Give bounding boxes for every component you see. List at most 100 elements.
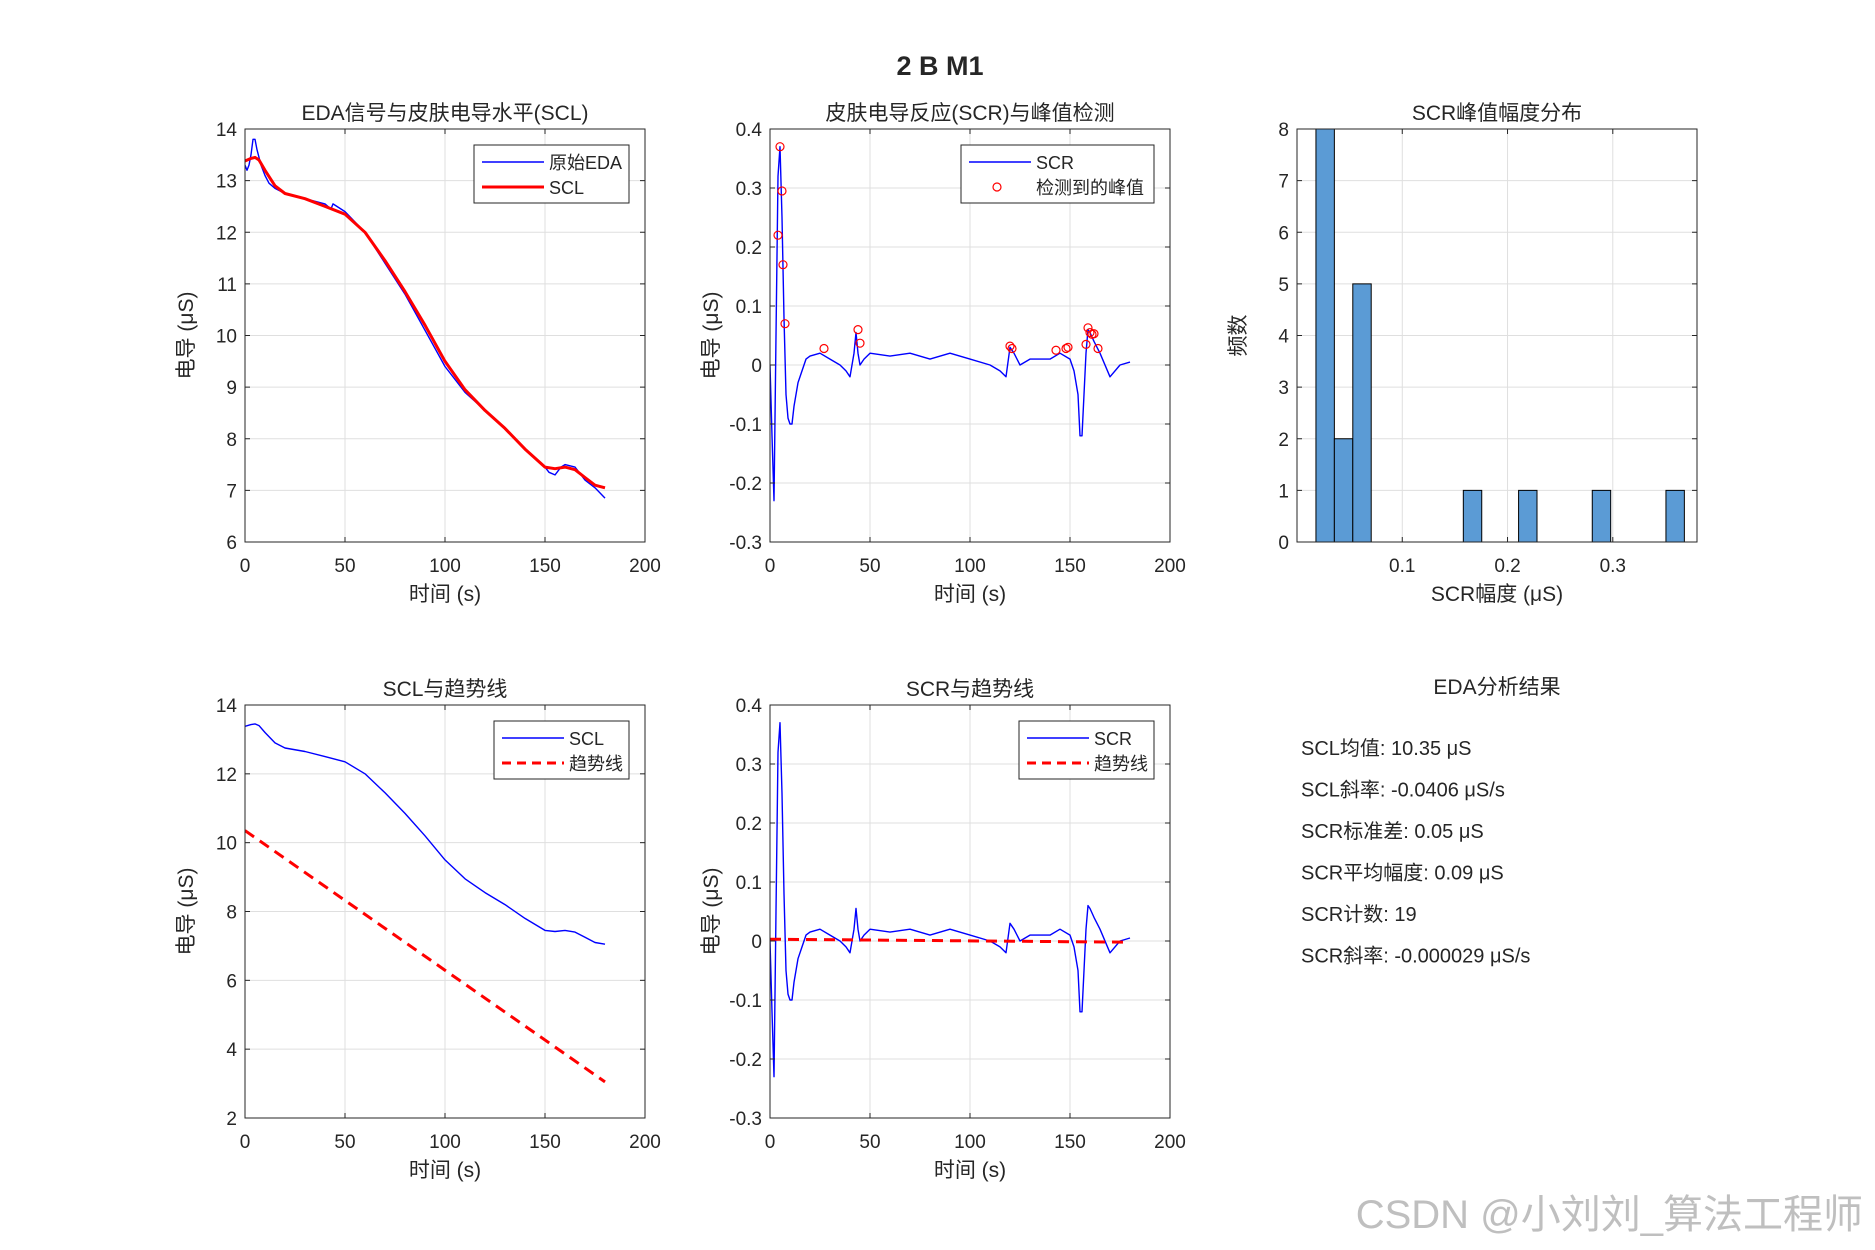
peak-marker (778, 260, 788, 270)
y-tick-label: 11 (217, 275, 237, 296)
y-tick-label: -0.1 (729, 415, 762, 436)
peak-marker (1007, 343, 1017, 354)
x-tick-label: 0.2 (1494, 556, 1520, 577)
series-line-1 (245, 155, 606, 490)
y-tick-label: 14 (216, 696, 238, 717)
y-tick-label: 0.1 (736, 873, 762, 894)
y-tick-label: 14 (216, 120, 238, 141)
x-axis-label: 时间 (s) (409, 583, 481, 606)
x-axis-label: 时间 (s) (934, 583, 1006, 606)
y-tick-label: 8 (226, 903, 237, 924)
x-tick-label: 200 (1154, 1132, 1186, 1153)
chart-title: SCR峰值幅度分布 (1412, 102, 1582, 125)
legend-label: 趋势线 (1094, 754, 1148, 774)
peak-marker (773, 230, 783, 240)
legend: 原始EDA SCL (473, 144, 630, 204)
histogram-bar (1665, 489, 1685, 543)
y-tick-label: 6 (1278, 223, 1289, 244)
peak-marker (853, 325, 863, 335)
y-axis-label: 电导 (μS) (700, 868, 723, 956)
y-tick-label: 8 (226, 430, 237, 451)
peak-marker (1093, 343, 1103, 354)
legend-marker (992, 182, 1002, 192)
x-tick-label: 0 (240, 1132, 251, 1153)
x-axis-label: 时间 (s) (934, 1159, 1006, 1182)
legend-label: SCL (569, 729, 604, 749)
histogram-bar (1462, 489, 1483, 543)
legend-label: SCR (1094, 729, 1132, 749)
x-tick-label: 0 (765, 1132, 776, 1153)
y-tick-label: 3 (1278, 378, 1289, 399)
legend-label: SCL (549, 178, 584, 198)
series-line-1 (770, 937, 1131, 944)
x-axis-label: SCR幅度 (μS) (1431, 583, 1563, 606)
histogram-bar (1315, 128, 1335, 543)
y-axis-label: 电导 (μS) (700, 292, 723, 380)
peak-marker (1063, 342, 1073, 352)
x-tick-label: 100 (954, 556, 986, 577)
series-line-0 (770, 722, 1131, 1078)
x-tick-label: 0.3 (1600, 556, 1626, 577)
peak-marker (1081, 339, 1091, 349)
y-tick-label: 0 (751, 932, 762, 953)
legend-box (473, 144, 630, 204)
results-title: EDA分析结果 (1433, 676, 1560, 699)
y-tick-label: 0.3 (736, 179, 762, 200)
histogram-bar (1333, 438, 1354, 543)
x-tick-label: 100 (429, 556, 461, 577)
y-tick-label: 0 (751, 356, 762, 377)
scr-amplitude-histogram: 0.1 0.2 0.3 0 1 2 3 4 5 6 7 8 SCR峰值幅度分布 SCR幅度 (μS) 频数 (1227, 102, 1698, 606)
y-tick-label: 10 (216, 327, 237, 348)
x-tick-label: 50 (859, 556, 880, 577)
peak-marker (1089, 329, 1099, 339)
x-tick-label: 200 (1154, 556, 1186, 577)
y-tick-label: -0.3 (729, 1109, 762, 1130)
y-tick-label: 7 (1278, 172, 1289, 193)
x-tick-label: 0 (240, 556, 251, 577)
x-tick-label: 50 (859, 1132, 880, 1153)
chart-title: SCL与趋势线 (383, 678, 508, 701)
y-tick-label: 7 (226, 481, 237, 502)
scr-trend-chart: 0 50 100 150 200 -0.3 -0.2 -0.1 0 0.1 0.2 0.3 0.4 SCR… (700, 678, 1186, 1182)
y-axis-label: 电导 (μS) (175, 292, 198, 380)
y-tick-label: 10 (216, 834, 237, 855)
peak-marker (855, 338, 865, 348)
results-lines: SCL均值: 10.35 μS SCL斜率: -0.0406 μS/s SCR标准差… (1301, 737, 1530, 968)
results-panel: EDA分析结果 SCL均值: 10.35 μS SCL斜率: -0.0406 μS… (1301, 676, 1561, 968)
y-tick-label: 6 (226, 971, 237, 992)
legend: SCR 检测到的峰值 (960, 144, 1155, 204)
x-tick-label: 150 (1054, 556, 1086, 577)
legend: SCL 趋势线 (493, 720, 630, 780)
result-line: SCR斜率: -0.000029 μS/s (1301, 945, 1530, 968)
histogram-bar (1352, 283, 1372, 543)
peak-marker (775, 142, 785, 152)
x-tick-label: 150 (1054, 1132, 1086, 1153)
series-line-0 (770, 146, 1131, 502)
result-line: SCR平均幅度: 0.09 μS (1301, 862, 1504, 885)
histogram-bar (1518, 489, 1538, 543)
x-axis-label: 时间 (s) (409, 1159, 481, 1182)
result-line: SCL斜率: -0.0406 μS/s (1301, 779, 1505, 802)
y-tick-label: 0.4 (736, 696, 763, 717)
x-tick-label: 200 (629, 1132, 661, 1153)
y-tick-label: 1 (1278, 481, 1289, 502)
peak-marker (1051, 345, 1061, 355)
result-line: SCL均值: 10.35 μS (1301, 737, 1472, 760)
peak-marker (1005, 341, 1015, 351)
chart-title: SCR与趋势线 (906, 678, 1034, 701)
peak-marker (1061, 343, 1071, 354)
histogram-bar (1591, 489, 1612, 543)
y-tick-label: 12 (216, 765, 237, 786)
y-tick-label: -0.3 (729, 533, 762, 554)
y-tick-label: 0 (1278, 533, 1289, 554)
y-tick-label: 5 (1278, 275, 1289, 296)
y-tick-label: 8 (1278, 120, 1289, 141)
legend-label: 原始EDA (549, 153, 622, 173)
legend-label: 检测到的峰值 (1036, 178, 1144, 198)
x-tick-label: 200 (629, 556, 661, 577)
y-tick-label: 2 (1278, 430, 1289, 451)
peak-marker (819, 343, 829, 354)
chart-title: 皮肤电导反应(SCR)与峰值检测 (825, 102, 1114, 125)
legend-box (1018, 720, 1155, 780)
